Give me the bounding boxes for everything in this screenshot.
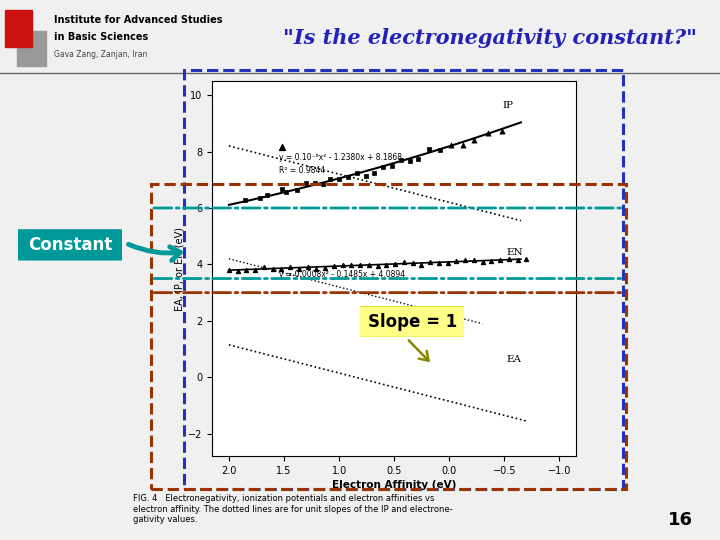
- Point: [415, 261, 427, 269]
- Point: [486, 256, 498, 265]
- Point: [300, 179, 312, 188]
- Text: Gava Zang, Zanjan, Iran: Gava Zang, Zanjan, Iran: [54, 50, 148, 59]
- Point: [423, 145, 435, 153]
- Point: [292, 185, 303, 194]
- Y-axis label: EA, IP, or EN (eV): EA, IP, or EN (eV): [174, 227, 184, 310]
- Point: [325, 175, 336, 184]
- Point: [267, 264, 279, 273]
- Point: [281, 188, 292, 197]
- Text: EA: EA: [507, 355, 521, 364]
- Point: [258, 262, 270, 271]
- Point: [386, 161, 397, 170]
- Point: [276, 265, 287, 274]
- Point: [451, 256, 462, 265]
- Point: [262, 191, 274, 199]
- Point: [424, 258, 436, 267]
- Point: [360, 171, 372, 180]
- Point: [342, 173, 354, 181]
- Point: [333, 175, 345, 184]
- Point: [442, 259, 454, 267]
- Point: [482, 129, 494, 138]
- Point: [240, 196, 251, 205]
- Point: [503, 254, 515, 263]
- Text: in Basic Sciences: in Basic Sciences: [54, 32, 148, 42]
- Point: [496, 127, 508, 136]
- X-axis label: Electron Affinity (eV): Electron Affinity (eV): [332, 480, 456, 490]
- Point: [363, 261, 374, 269]
- Point: [309, 179, 320, 187]
- Point: [320, 264, 331, 272]
- Point: [390, 260, 401, 269]
- Point: [232, 266, 243, 275]
- Text: EN: EN: [507, 247, 523, 256]
- Bar: [17, 31, 46, 66]
- Text: FIG. 4   Electronegativity, ionization potentials and electron affinities vs
ele: FIG. 4 Electronegativity, ionization pot…: [133, 494, 453, 524]
- Point: [377, 163, 389, 172]
- Point: [456, 141, 468, 150]
- Point: [276, 143, 287, 152]
- Point: [398, 258, 410, 267]
- Text: "Is the electronegativity constant?": "Is the electronegativity constant?": [282, 28, 696, 48]
- Text: Slope = 1: Slope = 1: [368, 313, 456, 330]
- Text: 16: 16: [668, 511, 693, 529]
- Point: [446, 141, 457, 150]
- Point: [404, 156, 415, 165]
- Text: Institute for Advanced Studies: Institute for Advanced Studies: [54, 15, 222, 25]
- Point: [512, 255, 523, 264]
- Point: [495, 255, 506, 264]
- Text: y = 0.10⁻⁶x² - 1.2380x + 8.1868: y = 0.10⁻⁶x² - 1.2380x + 8.1868: [279, 153, 402, 162]
- Text: y = 0.0008x² - 0.1485x + 4.0894: y = 0.0008x² - 0.1485x + 4.0894: [279, 270, 405, 279]
- Point: [240, 266, 252, 274]
- Point: [372, 262, 384, 271]
- Point: [293, 265, 305, 273]
- Point: [433, 259, 445, 267]
- Point: [477, 257, 488, 266]
- Point: [381, 261, 392, 269]
- Point: [354, 261, 366, 269]
- FancyBboxPatch shape: [356, 306, 469, 338]
- Point: [276, 185, 287, 194]
- Bar: [4, 10, 32, 47]
- Point: [435, 145, 446, 154]
- Point: [337, 261, 348, 269]
- Point: [521, 255, 532, 264]
- Point: [310, 265, 322, 273]
- Point: [249, 266, 261, 274]
- Point: [413, 154, 424, 163]
- Text: R² = 0.9844: R² = 0.9844: [279, 166, 325, 175]
- Point: [468, 136, 480, 144]
- Point: [302, 262, 313, 271]
- FancyBboxPatch shape: [14, 229, 127, 260]
- Point: [468, 255, 480, 264]
- Text: IP: IP: [502, 101, 513, 110]
- Point: [254, 194, 266, 202]
- Point: [459, 256, 471, 265]
- Point: [346, 261, 357, 269]
- Text: Constant: Constant: [28, 236, 112, 254]
- Point: [395, 156, 407, 165]
- Point: [284, 262, 296, 271]
- Point: [317, 179, 328, 188]
- Point: [328, 262, 340, 271]
- Point: [223, 266, 235, 274]
- Point: [407, 259, 418, 267]
- Point: [351, 169, 362, 178]
- Point: [369, 168, 380, 177]
